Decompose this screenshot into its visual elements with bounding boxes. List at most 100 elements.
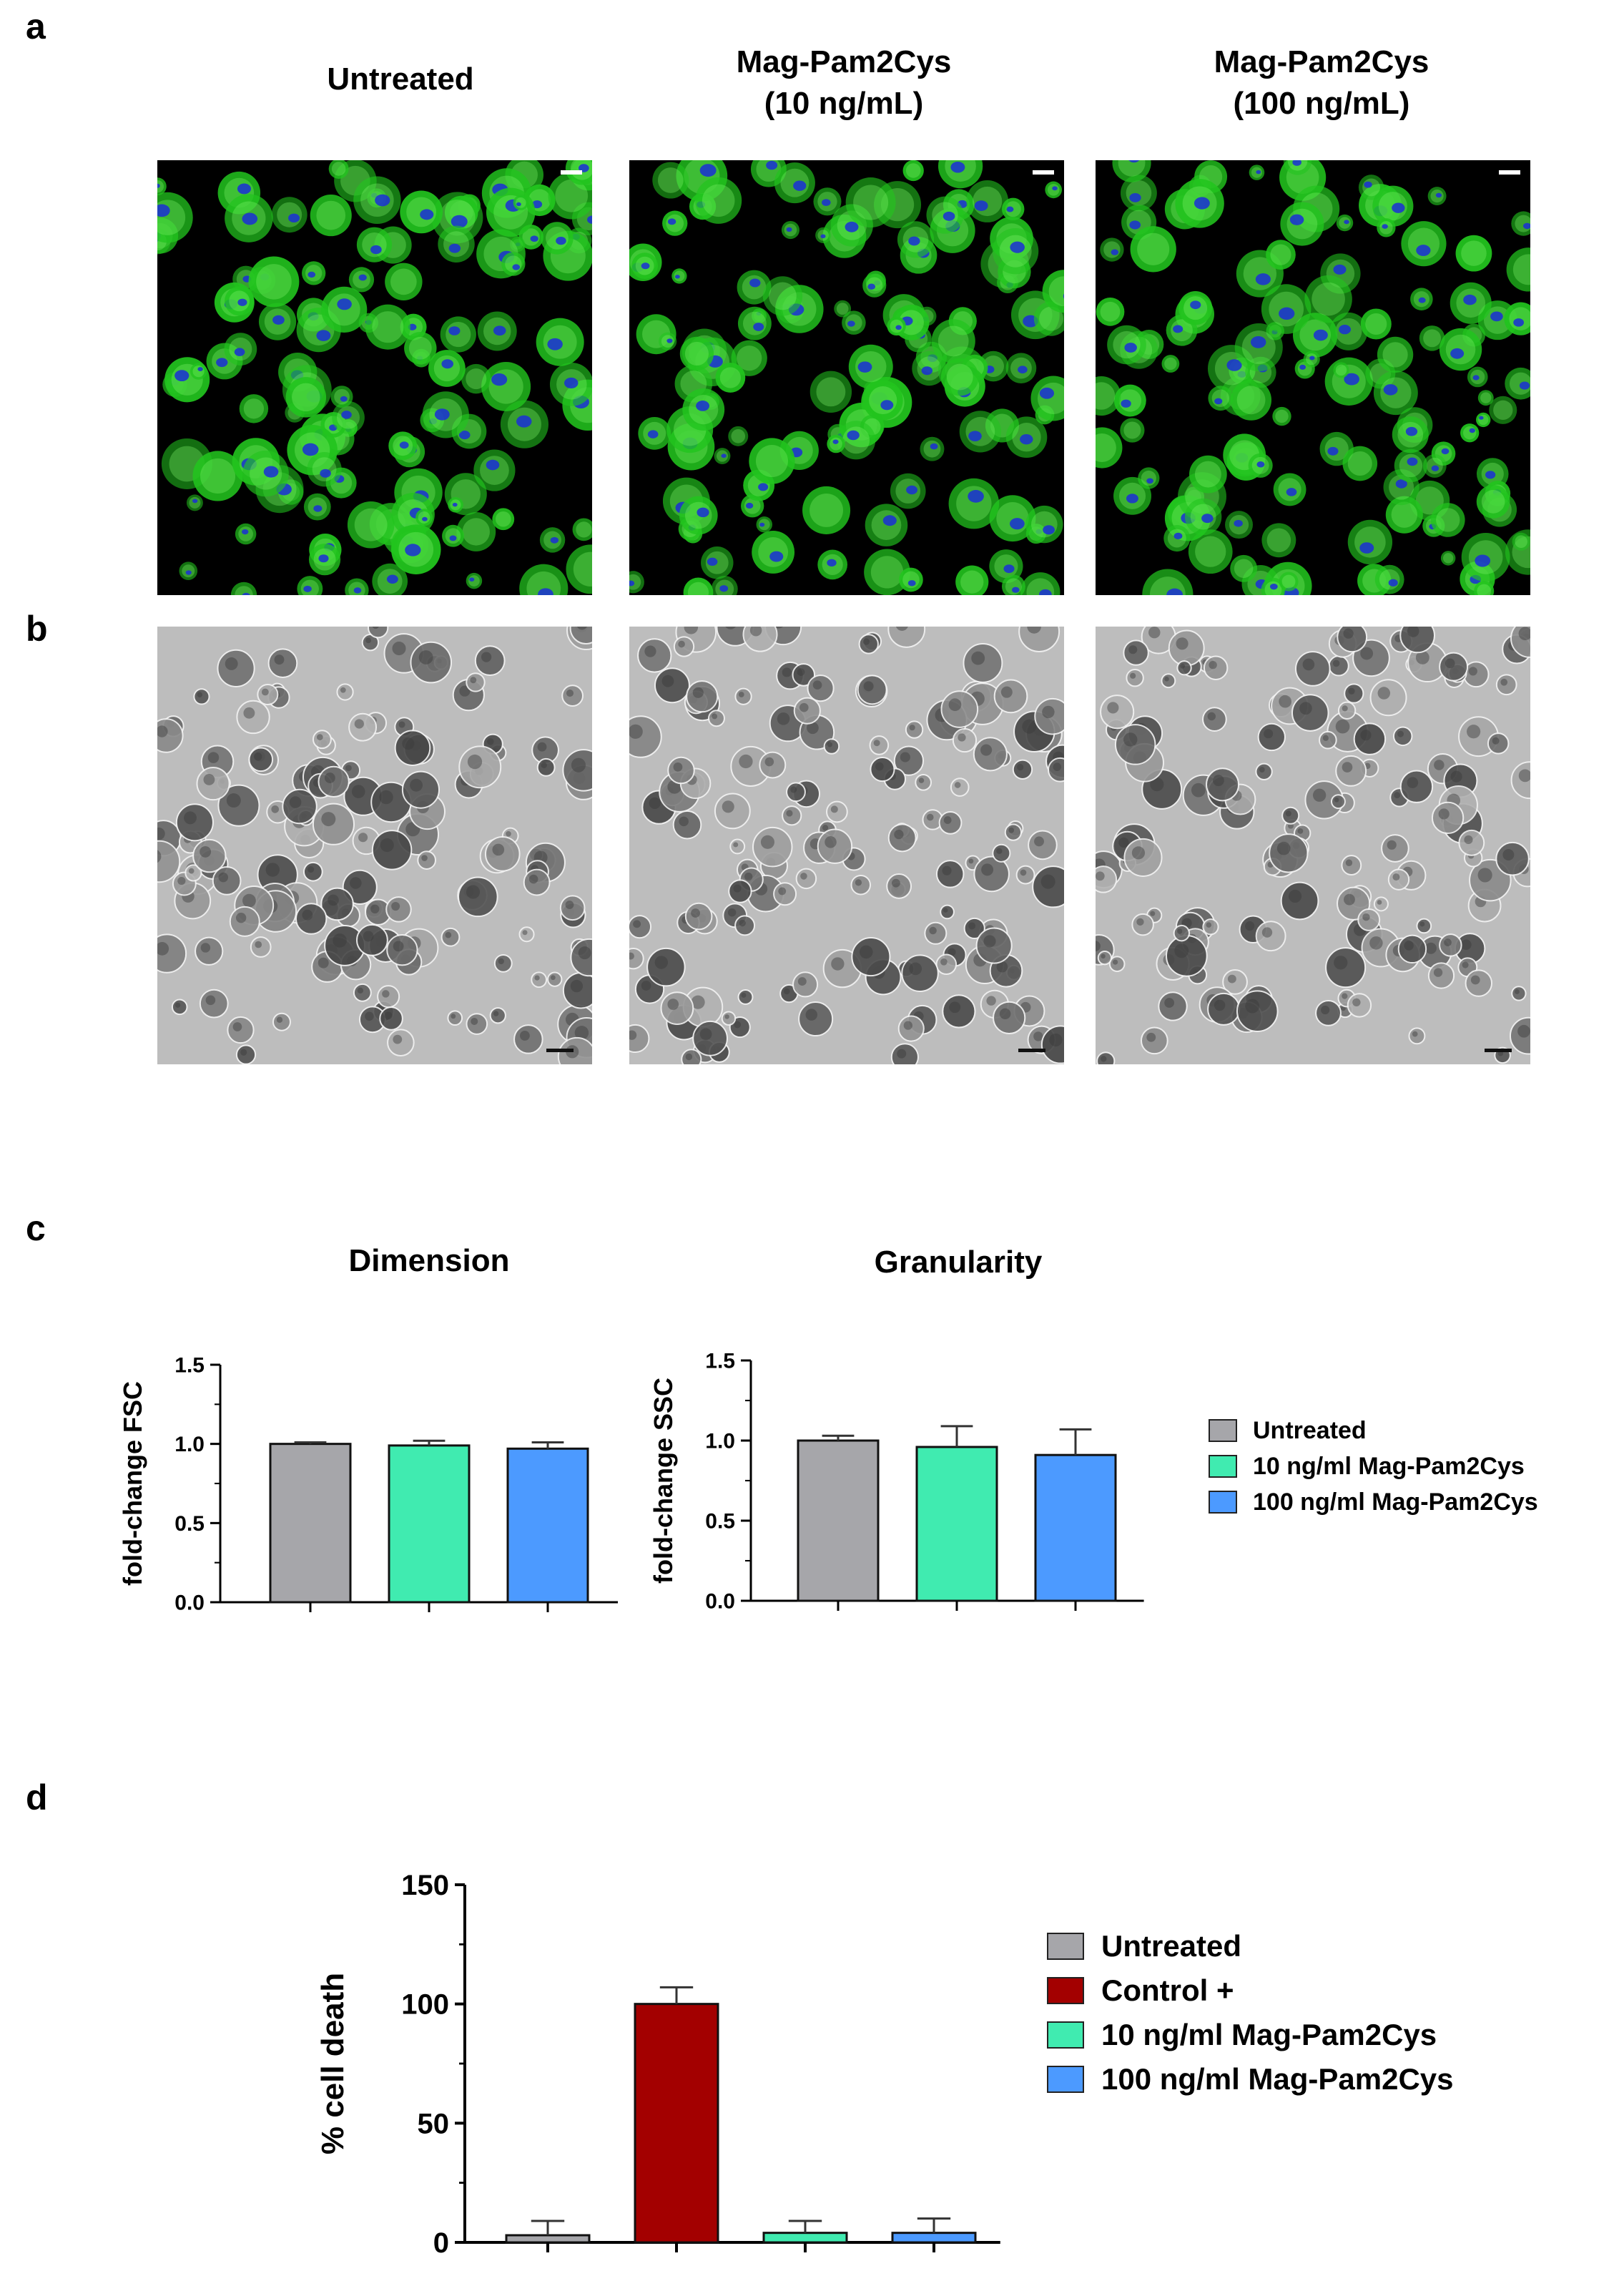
scale-bar [1499,170,1520,175]
cell [915,774,932,791]
cell [752,826,793,868]
cell [1123,838,1163,877]
cell [1028,830,1058,860]
cell [225,194,273,242]
cell [1261,523,1296,558]
legend-label: Control + [1101,1973,1234,2007]
cell [737,306,772,340]
bar [506,1447,589,1604]
cell [348,712,378,742]
y-tick-label: 1.5 [705,1350,735,1373]
cell [458,876,498,918]
cell [285,377,327,418]
cell [307,451,342,487]
cell [1126,669,1144,687]
cell [1131,913,1154,936]
cell [667,756,695,785]
cell [1173,924,1190,942]
cell [681,1049,702,1064]
cell [1408,1027,1426,1045]
bar-group [1034,1428,1117,1611]
bar [762,2232,848,2244]
cell [707,710,725,727]
cell [387,1029,415,1056]
cell [400,190,443,234]
cell [890,473,926,509]
cell [809,371,852,413]
cell [330,386,353,408]
cell [793,697,821,725]
brightfield-micrograph-10ng [629,627,1064,1064]
cell [798,1001,834,1037]
y-tick-label: 1.5 [174,1354,205,1378]
cell [845,177,896,228]
cell [1304,275,1352,323]
cell [566,544,592,594]
cell [920,436,945,461]
legend-swatch-100ng [1209,1491,1237,1514]
cell [489,1007,506,1024]
cell [1399,627,1435,654]
brightfield-micrograph-untreated [157,627,592,1064]
cell [390,524,441,574]
cell [851,937,891,977]
cell [456,512,496,551]
cell [955,565,989,595]
cell [1511,211,1530,236]
cell [1096,297,1125,326]
cell [686,680,719,713]
cell [448,497,463,513]
cell [659,332,677,350]
legend-label: 100 ng/ml Mag-Pam2Cys [1253,1488,1538,1516]
cell [321,286,368,333]
cell [728,879,752,903]
cell [1399,770,1434,803]
cell [372,563,408,595]
bar [634,2003,719,2244]
cell [461,363,491,394]
cell [1387,868,1410,891]
cell [940,358,979,396]
cell [795,868,817,890]
cell [371,830,413,870]
legend-swatch-100ng [1047,2066,1084,2093]
cell [1474,581,1495,595]
cell [1392,726,1413,747]
cell [428,350,466,387]
fluorescence-image [157,160,592,595]
cell [295,903,328,935]
fluorescence-image [629,160,1064,595]
cell [1416,918,1432,934]
cell [734,915,756,936]
cell [1096,376,1121,416]
cell [318,765,350,798]
cell [862,380,903,421]
cell [1178,291,1213,325]
cell [1427,962,1455,989]
bar [505,2234,591,2244]
cell [887,823,917,853]
cell [774,162,815,204]
cell [1202,707,1227,732]
cell [570,938,592,977]
cell [477,311,517,351]
cell [347,501,395,549]
cell [1344,683,1364,704]
cell [1255,762,1273,781]
cell [993,679,1028,714]
cell [415,509,433,526]
cell [1431,801,1465,835]
column-title-100ng: Mag-Pam2Cys (100 ng/mL) [1121,41,1522,124]
column-title-untreated: Untreated [200,59,601,100]
legend-swatch-10ng [1047,2021,1084,2049]
scale-bar [1485,1049,1512,1052]
cell [1303,350,1320,368]
cell [901,954,939,992]
cell [858,634,879,654]
cell [1015,865,1035,885]
cell [1329,312,1368,350]
cell [1372,185,1414,227]
cell [385,896,412,923]
cell [864,549,910,595]
cell [1001,574,1025,595]
